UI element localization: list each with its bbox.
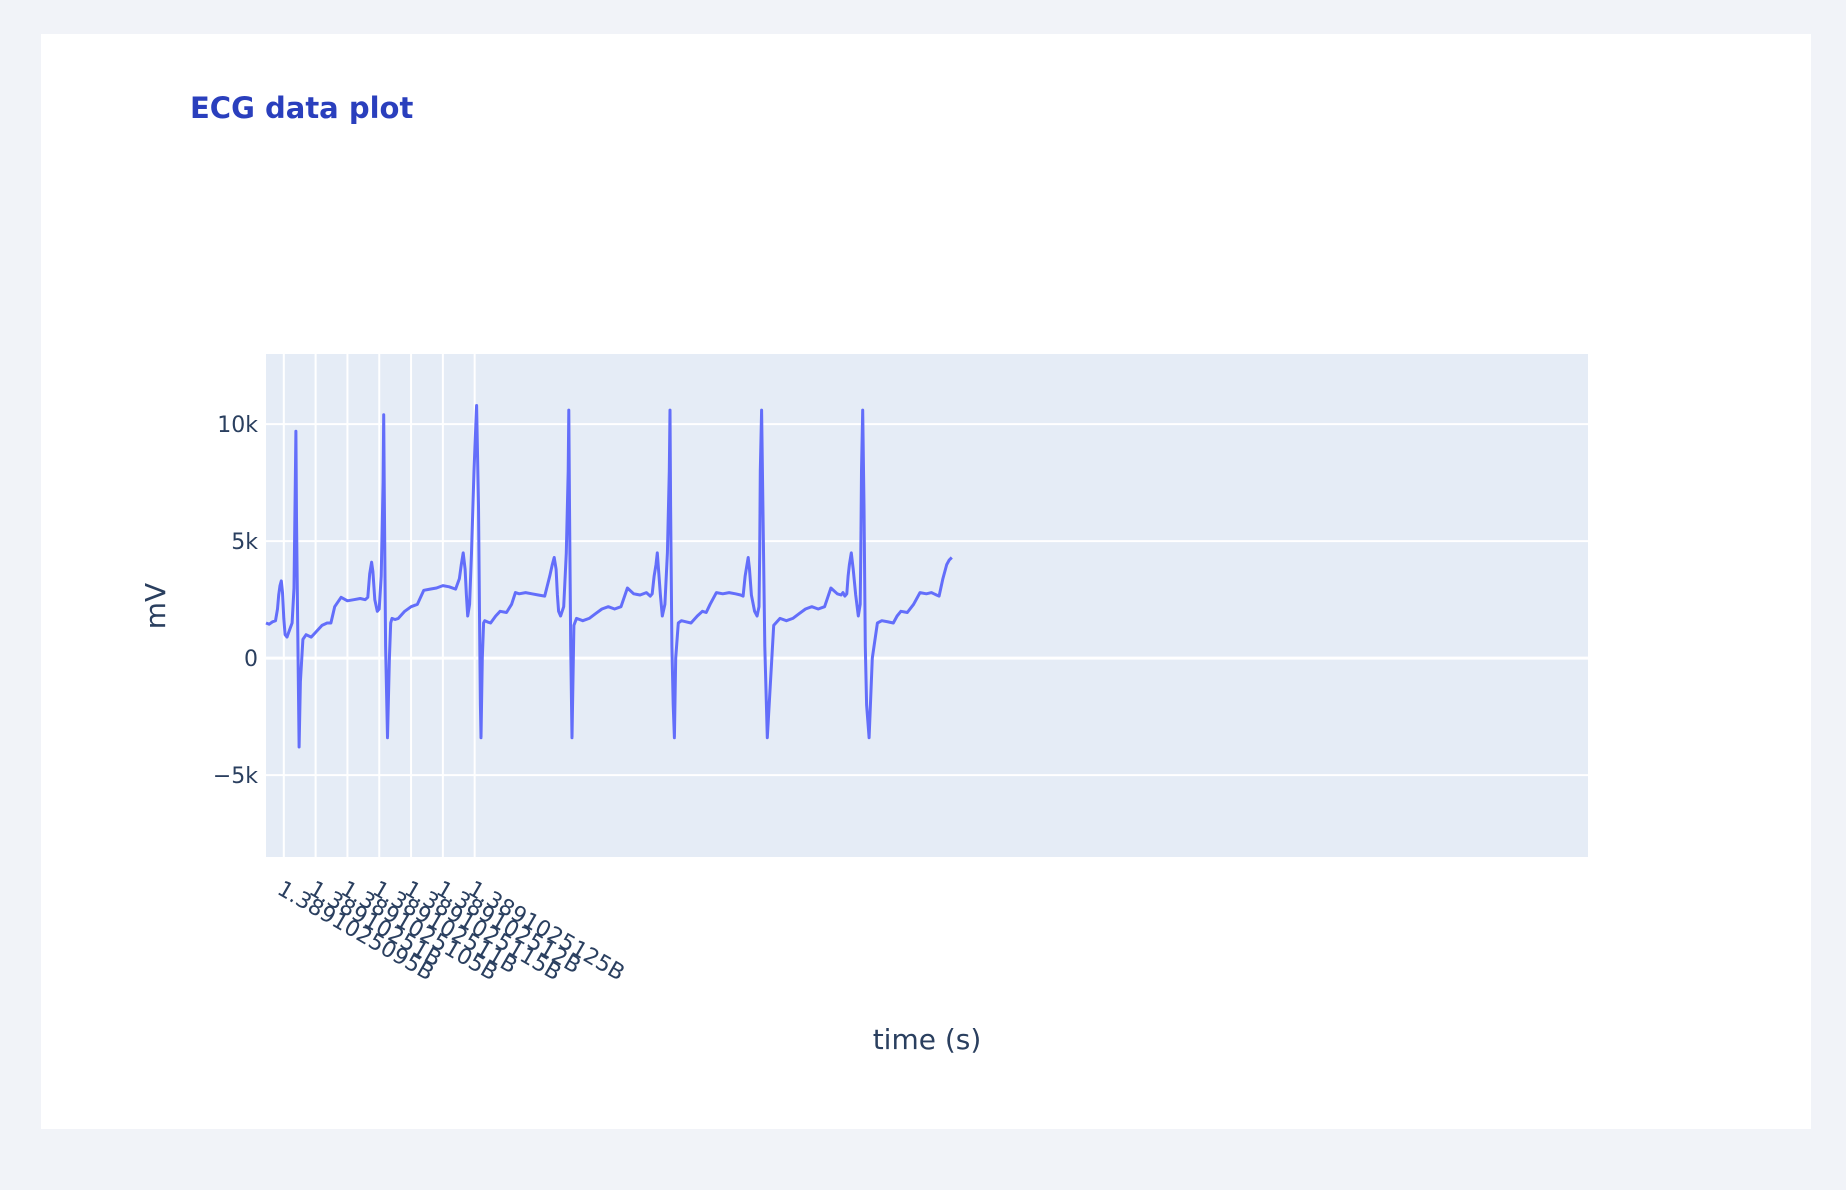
y-tick-label: 10k [217, 413, 258, 438]
y-tick-label: 0 [244, 647, 258, 672]
y-tick-label: −5k [213, 764, 258, 789]
chart-card: ECG data plot 1.3891025095B 1.38910251B 1.… [41, 34, 1811, 1129]
series-group [265, 404, 953, 749]
plot-area[interactable] [266, 354, 1588, 857]
ecg-line-chart: ECG data plot 1.3891025095B1.38910251B1.… [139, 91, 1588, 1056]
y-axis-ticks: 10k 5k 0 −5k [213, 413, 258, 789]
ecg-series-line[interactable] [265, 404, 953, 749]
chart-title: ECG data plot [190, 91, 413, 125]
y-gridlines [266, 423, 1588, 777]
x-axis-ticks: 1.3891025095B1.38910251B1.3891025105B1.3… [273, 877, 629, 987]
y-axis-title: mV [139, 583, 172, 629]
y-tick-label: 5k [231, 530, 258, 555]
x-axis-title: time (s) [873, 1023, 982, 1056]
